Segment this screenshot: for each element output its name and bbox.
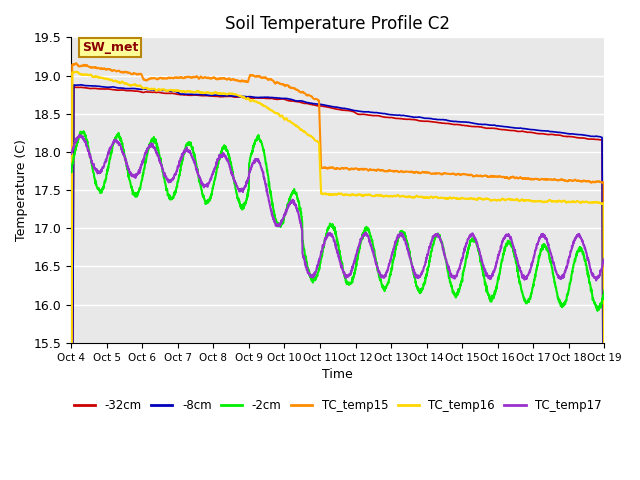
Legend: -32cm, -8cm, -2cm, TC_temp15, TC_temp16, TC_temp17: -32cm, -8cm, -2cm, TC_temp15, TC_temp16,… [69,395,606,417]
Text: SW_met: SW_met [82,41,138,54]
Y-axis label: Temperature (C): Temperature (C) [15,139,28,241]
X-axis label: Time: Time [323,368,353,381]
Title: Soil Temperature Profile C2: Soil Temperature Profile C2 [225,15,451,33]
